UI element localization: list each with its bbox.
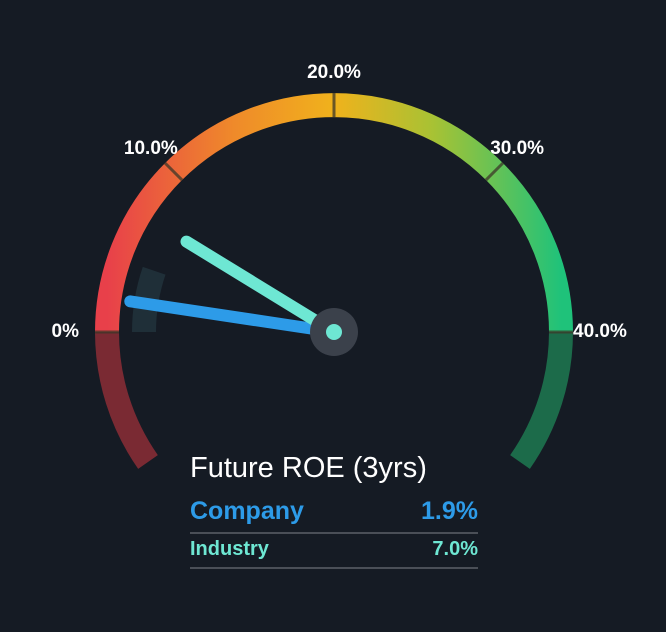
industry-label: Industry — [190, 538, 269, 560]
gauge-ticks — [95, 93, 573, 334]
company-label: Company — [190, 497, 304, 525]
tick-label: 20.0% — [307, 62, 361, 83]
legend-row-company: Company 1.9% — [190, 497, 478, 534]
tick-mark — [163, 161, 184, 182]
tick-label: 30.0% — [490, 138, 544, 159]
gauge-low-band — [95, 331, 158, 469]
industry-value: 7.0% — [432, 538, 478, 560]
tick-label: 0% — [52, 321, 80, 342]
gauge-tick-labels: 0% 10.0% 20.0% 30.0% 40.0% — [52, 62, 627, 342]
legend-row-industry: Industry 7.0% — [190, 534, 478, 569]
tick-mark — [484, 161, 505, 182]
gauge-legend: Future ROE (3yrs) Company 1.9% Industry … — [190, 452, 478, 569]
needle-hub-center — [326, 324, 342, 340]
gauge-high-band — [510, 331, 573, 469]
company-value: 1.9% — [421, 497, 478, 525]
gauge-needles — [124, 235, 340, 338]
needle-company — [124, 295, 340, 338]
chart-title: Future ROE (3yrs) — [190, 452, 427, 484]
needle-industry — [180, 235, 340, 338]
tick-label: 40.0% — [573, 321, 627, 342]
tick-label: 10.0% — [124, 138, 178, 159]
